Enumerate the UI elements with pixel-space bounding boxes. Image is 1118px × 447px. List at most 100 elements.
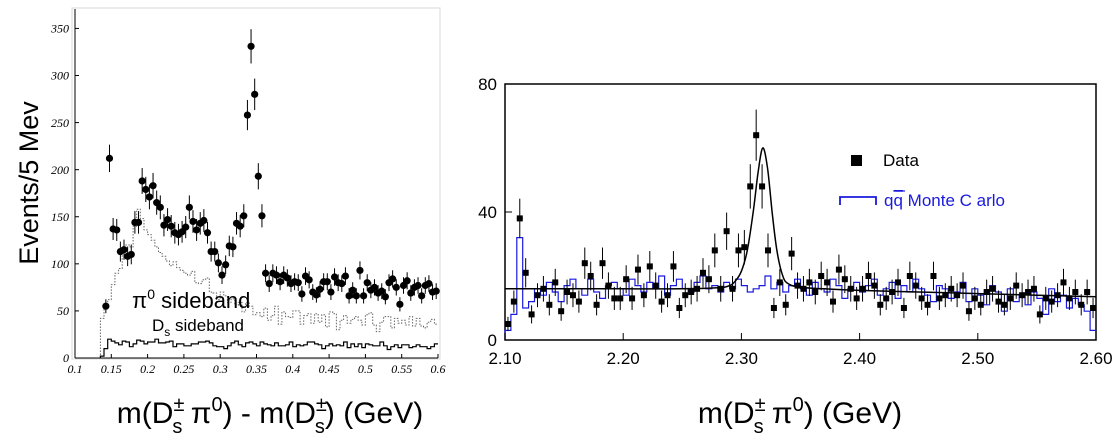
data-point [918, 295, 925, 302]
data-point [634, 266, 641, 273]
data-point [587, 273, 594, 279]
data-point [753, 132, 760, 139]
data-point [1066, 295, 1073, 302]
data-point [906, 273, 913, 279]
data-point [1042, 295, 1049, 302]
data-point [522, 269, 529, 276]
data-point [298, 290, 306, 298]
data-point [658, 298, 665, 305]
y-tick-label: 200 [51, 163, 69, 177]
y-tick-label: 0 [63, 351, 69, 365]
data-point [640, 292, 647, 299]
data-point [948, 285, 955, 292]
data-point [283, 274, 291, 282]
data-point [1078, 301, 1085, 308]
data-point [356, 266, 364, 275]
data-point [717, 285, 724, 292]
data-point [189, 217, 197, 226]
y-tick-label: 100 [51, 257, 69, 271]
data-point [345, 292, 353, 300]
left-ds-sideband-series [99, 338, 438, 358]
data-point [824, 279, 831, 286]
data-point [142, 185, 150, 194]
data-point [1048, 298, 1055, 305]
legend-data-label: Data [883, 151, 919, 170]
data-point [341, 272, 350, 280]
x-tick-label: 2.60 [1079, 349, 1112, 368]
ds-sideband-annotation: Ds sideband [152, 316, 244, 339]
left-pi0-sideband-series [99, 208, 438, 358]
data-point [258, 212, 266, 220]
data-point [229, 243, 237, 251]
left-x-axis-label: m(D± s π0) - m(D± s) (GeV) [117, 394, 423, 438]
data-point [276, 278, 284, 286]
data-point [407, 289, 415, 297]
data-point [711, 247, 718, 254]
data-point [546, 301, 553, 308]
data-point [138, 177, 146, 185]
data-point [818, 273, 825, 279]
right-chart: 2.10 2.20 2.30 2.40 2.50 2.60 0 40 80 Data qq M… [478, 75, 1112, 438]
data-point [877, 301, 884, 308]
data-point [352, 292, 360, 300]
data-point [156, 203, 164, 211]
x-tick-label: 0.2 [140, 362, 155, 376]
data-point [396, 300, 404, 308]
data-point [113, 226, 121, 234]
x-tick-label: 0.5 [358, 362, 373, 376]
x-tick-label: 2.20 [607, 349, 640, 368]
x-tick-label: 0.35 [246, 362, 267, 376]
x-tick-label: 2.30 [725, 349, 758, 368]
data-point [1084, 289, 1091, 295]
data-point [770, 305, 777, 311]
data-point [599, 260, 606, 267]
data-point [389, 275, 397, 283]
data-point [243, 111, 252, 119]
data-point [569, 292, 576, 299]
left-plot-frame [71, 7, 441, 360]
data-point [149, 182, 157, 190]
pi0-sideband-annotation: π0 sideband [132, 286, 250, 313]
legend: Data qq Monte C arlo [839, 151, 1005, 210]
data-point [788, 250, 795, 257]
y-tick-label: 40 [478, 203, 497, 222]
right-plot-frame [504, 83, 1097, 341]
data-point [699, 269, 706, 276]
data-point [830, 298, 837, 305]
data-point [261, 269, 270, 277]
data-point [247, 42, 255, 50]
data-point [1001, 301, 1008, 308]
data-point [418, 292, 426, 300]
data-point [853, 295, 860, 302]
data-point [403, 277, 411, 285]
data-point [646, 263, 653, 270]
data-point [930, 273, 937, 279]
data-point [240, 212, 248, 220]
data-point [629, 295, 636, 302]
x-tick-label: 0.1 [68, 362, 83, 376]
data-point [294, 279, 302, 287]
data-point [564, 289, 571, 295]
x-tick-label: 2.50 [961, 349, 994, 368]
data-point [859, 285, 866, 292]
data-point [338, 280, 346, 288]
data-point [670, 263, 677, 270]
data-point [776, 279, 783, 286]
data-point [965, 308, 972, 315]
data-point [200, 216, 208, 225]
data-point [510, 298, 517, 305]
data-point [764, 247, 771, 254]
data-point [812, 289, 819, 295]
x-tick-label: 0.45 [319, 362, 340, 376]
data-point [540, 285, 547, 292]
data-point [327, 288, 335, 296]
data-point [954, 292, 961, 299]
data-point [960, 282, 967, 289]
data-point [889, 289, 896, 295]
left-chart: 0.1 0.15 0.2 0.25 0.3 0.35 0.4 0.45 0.5 0.55 0.6 0… [14, 7, 446, 438]
data-point [323, 278, 331, 286]
data-point [528, 311, 535, 318]
data-point [581, 260, 588, 267]
left-x-ticks: 0.1 0.15 0.2 0.25 0.3 0.35 0.4 0.45 0.5 0.55 0.6 [68, 354, 446, 376]
data-point [370, 283, 379, 291]
